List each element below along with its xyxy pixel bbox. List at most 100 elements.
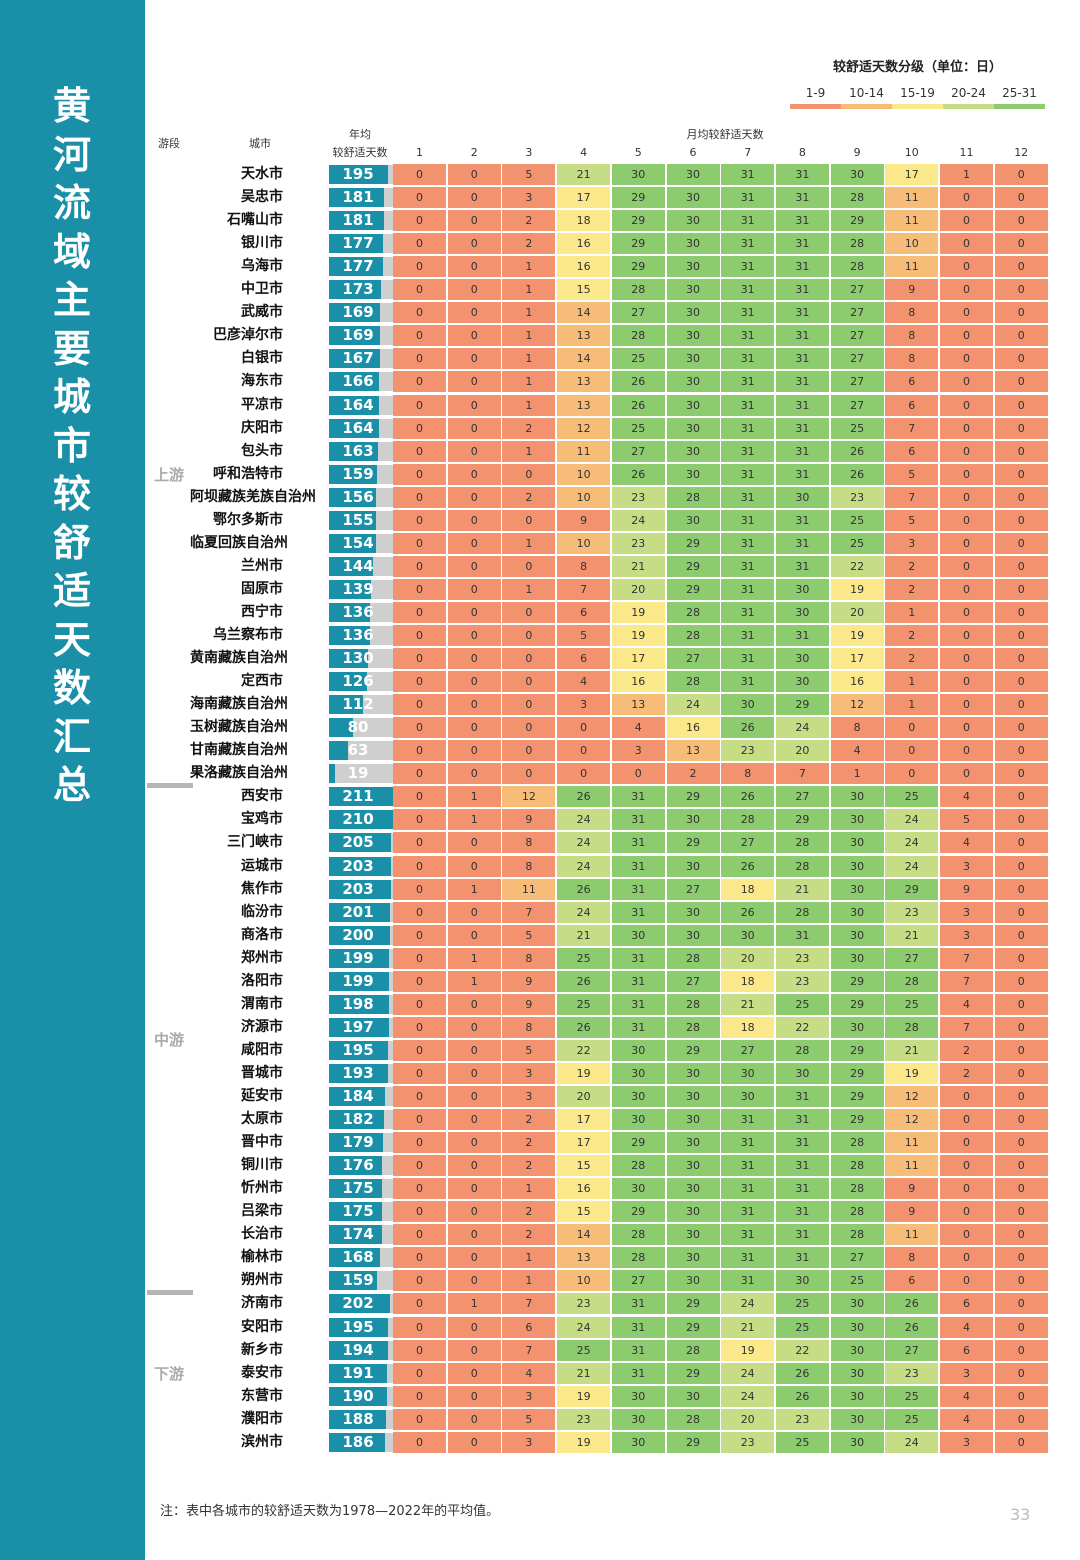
- month-cell: 25: [775, 1293, 829, 1315]
- city-name: 临夏回族自治州: [190, 534, 288, 551]
- month-cell: 0: [994, 694, 1048, 716]
- annual-bar: [329, 1110, 384, 1130]
- table-row: 商洛市 200 0 0 5 21 30 30 30 31 30 21 3 0: [190, 924, 1050, 947]
- month-cell: 31: [775, 440, 829, 462]
- annual-bar: [329, 1063, 388, 1083]
- month-cell: 8: [502, 1016, 556, 1038]
- month-cell: 15: [557, 279, 611, 301]
- month-cell: 5: [502, 1408, 556, 1430]
- month-cell: 8: [721, 763, 775, 785]
- month-cell: 0: [393, 440, 446, 462]
- annual-value: 80: [347, 718, 369, 737]
- month-cell: 31: [721, 256, 775, 278]
- table-row: 平凉市 164 0 0 1 13 26 30 31 31 27 6 0 0: [190, 394, 1050, 417]
- table-row: 泰安市 191 0 0 4 21 31 29 24 26 30 23 3 0: [190, 1362, 1050, 1385]
- month-cell: 20: [721, 947, 775, 969]
- month-cell: 30: [830, 1293, 884, 1315]
- month-cell: 31: [775, 371, 829, 393]
- annual-bar-track: 181: [329, 211, 393, 231]
- month-cell: 31: [721, 509, 775, 531]
- month-cell: 0: [393, 993, 446, 1015]
- month-cell: 27: [611, 440, 665, 462]
- month-cell: 8: [885, 325, 939, 347]
- month-cell: 31: [721, 164, 775, 185]
- month-cell: 25: [775, 993, 829, 1015]
- month-cell: 13: [557, 325, 611, 347]
- month-cell: 1: [447, 970, 501, 992]
- annual-value: 169: [342, 326, 374, 345]
- month-cell: 29: [666, 1431, 720, 1453]
- table-row: 乌兰察布市 136 0 0 0 5 19 28 31 31 19 2 0 0: [190, 624, 1050, 647]
- month-cell: 0: [393, 187, 446, 209]
- month-cell: 30: [775, 648, 829, 670]
- month-cell: 16: [557, 233, 611, 255]
- month-cell: 3: [502, 1431, 556, 1453]
- legend-item: 10-14: [841, 86, 892, 109]
- month-header: 7: [744, 146, 752, 159]
- month-cell: 0: [447, 486, 501, 508]
- month-cell: 21: [885, 1039, 939, 1061]
- annual-bar-track: 159: [329, 1271, 393, 1291]
- month-cell: 23: [611, 486, 665, 508]
- annual-value: 203: [342, 856, 374, 875]
- month-cell: 8: [502, 855, 556, 877]
- month-cell: 3: [885, 532, 939, 554]
- month-cell: 0: [940, 555, 993, 577]
- month-cell: 18: [721, 1016, 775, 1038]
- month-cell: 31: [611, 901, 665, 923]
- month-cell: 31: [611, 878, 665, 900]
- month-header: 11: [959, 146, 974, 159]
- month-cell: 27: [611, 1270, 665, 1292]
- month-cell: 28: [666, 671, 720, 693]
- month-cell: 30: [775, 1062, 829, 1084]
- city-name: 济源市: [241, 1018, 283, 1035]
- month-cell: 3: [557, 694, 611, 716]
- month-cell: 31: [721, 578, 775, 600]
- month-cell: 19: [557, 1431, 611, 1453]
- month-cell: 7: [885, 417, 939, 439]
- table-row: 石嘴山市 181 0 0 2 18 29 30 31 31 29 11 0 0: [190, 209, 1050, 232]
- table-row: 吴忠市 181 0 0 3 17 29 30 31 31 28 11 0 0: [190, 186, 1050, 209]
- legend-swatch: [994, 104, 1045, 109]
- annual-bar-track: 181: [329, 188, 393, 208]
- month-cell: 26: [885, 1293, 939, 1315]
- legend-item: 15-19: [892, 86, 943, 109]
- month-cell: 0: [393, 394, 446, 416]
- month-cell: 2: [885, 578, 939, 600]
- month-cell: 31: [775, 509, 829, 531]
- month-cell: 30: [830, 1362, 884, 1384]
- month-cell: 26: [611, 394, 665, 416]
- month-cell: 30: [830, 1385, 884, 1407]
- month-cell: 0: [447, 463, 501, 485]
- month-cell: 0: [994, 1270, 1048, 1292]
- month-cell: 0: [994, 740, 1048, 762]
- month-cell: 0: [393, 348, 446, 370]
- city-name: 兰州市: [241, 557, 283, 574]
- month-cell: 27: [830, 394, 884, 416]
- month-cell: 6: [557, 648, 611, 670]
- month-cell: 9: [502, 809, 556, 831]
- month-cell: 0: [940, 463, 993, 485]
- city-name: 武威市: [241, 304, 283, 321]
- month-cell: 27: [666, 648, 720, 670]
- table-row: 临夏回族自治州 154 0 0 1 10 23 29 31 31 25 3 0 0: [190, 532, 1050, 555]
- month-cell: 0: [393, 256, 446, 278]
- table-row: 咸阳市 195 0 0 5 22 30 29 27 28 29 21 2 0: [190, 1039, 1050, 1062]
- title-char: 域: [52, 229, 91, 274]
- annual-bar-track: 211: [329, 787, 393, 807]
- month-cell: 0: [611, 763, 665, 785]
- annual-bar: [329, 626, 370, 645]
- annual-bar-track: 195: [329, 1317, 393, 1337]
- month-cell: 7: [502, 1339, 556, 1361]
- month-cell: 0: [885, 763, 939, 785]
- month-cell: 29: [611, 210, 665, 232]
- month-cell: 31: [775, 1132, 829, 1154]
- month-cell: 28: [830, 233, 884, 255]
- month-cell: 0: [940, 1201, 993, 1223]
- month-cell: 0: [994, 648, 1048, 670]
- month-cell: 28: [830, 1201, 884, 1223]
- month-cell: 23: [885, 901, 939, 923]
- month-cell: 31: [611, 786, 665, 808]
- month-cell: 22: [775, 1339, 829, 1361]
- month-cell: 30: [775, 486, 829, 508]
